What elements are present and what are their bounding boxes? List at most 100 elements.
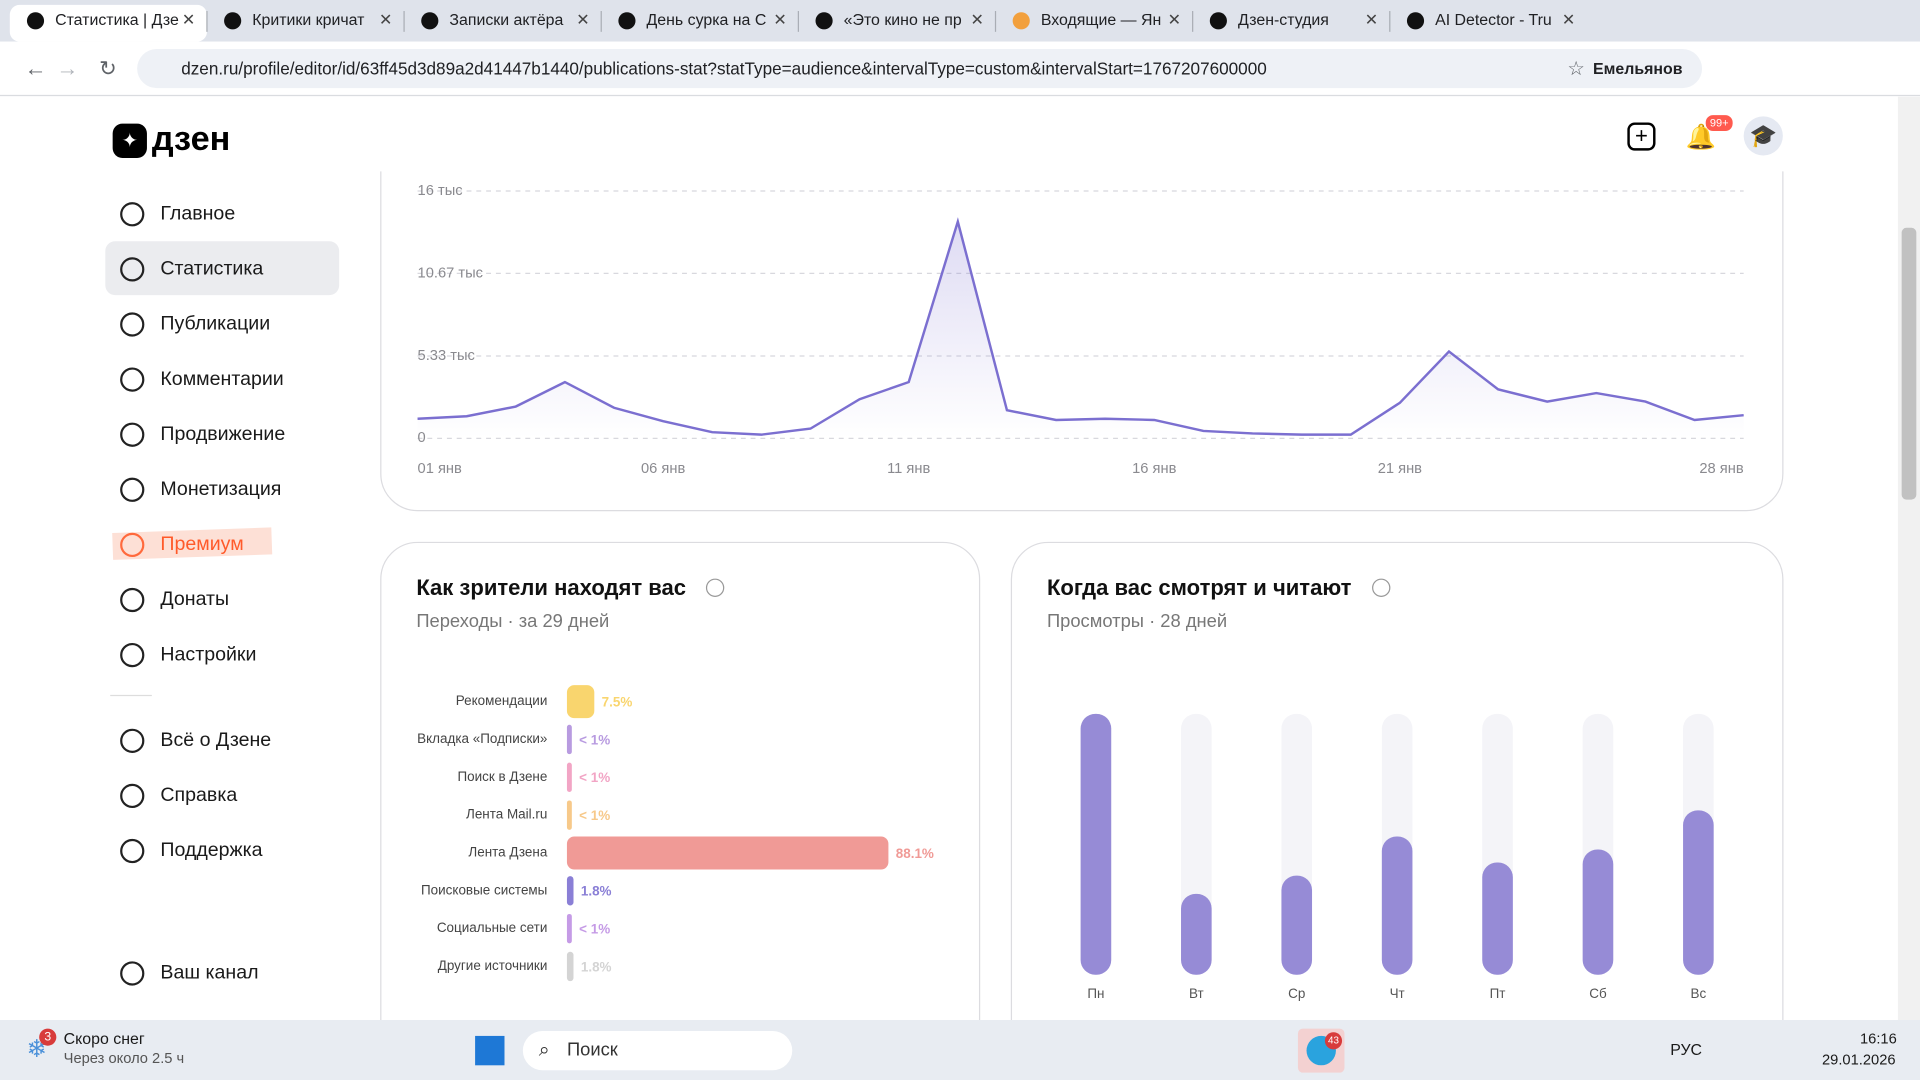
tab-icon [224,12,242,30]
tab-icon [1012,12,1030,30]
bar [1080,713,1112,975]
bar [566,724,572,755]
x-tick-label: 06 янв [641,461,685,477]
tab-title[interactable]: Записки актёра [449,12,563,29]
logo-star: ✦ [122,130,138,152]
tab-title[interactable]: AI Detector - Tru [1435,12,1552,29]
address-bar[interactable] [137,48,1703,89]
nav-icon [120,642,145,668]
x-tick-label: Пн [1087,986,1104,1001]
bookmark[interactable]: ☆ [1567,58,1585,80]
weather-sub: Через около 2.5 ч [64,1051,185,1067]
tab-close: ✕ [182,12,195,29]
tab-close: ✕ [773,12,786,29]
nav-icon [120,202,145,227]
bar [566,876,574,906]
nav-item[interactable]: Продвижение [160,423,285,445]
tab-title[interactable]: Критики кричат [252,12,365,29]
nav-item[interactable]: Настройки [160,643,256,665]
tab-title[interactable]: Входящие — Ян [1041,12,1161,29]
nav-item[interactable]: Главное [160,202,235,224]
nav-icon [120,587,145,613]
line [417,217,1744,436]
logo[interactable]: дзен [152,120,231,158]
nav-active [105,241,340,296]
lang[interactable]: РУС [1670,1042,1702,1059]
tab-icon [1406,12,1425,30]
tab-title[interactable]: «Это кино не пр [844,12,962,29]
tab-close: ✕ [970,12,983,29]
nav-item[interactable]: Всё о Дзене [160,729,271,751]
nav-item[interactable]: Справка [160,784,237,806]
nav-channel[interactable]: Ваш канал [160,962,258,984]
back[interactable]: ← [24,56,46,81]
nav-icon [120,728,145,753]
reload[interactable]: ↻ [99,57,116,80]
value-label: < 1% [579,770,610,785]
card [380,541,981,1020]
nav-icon [120,783,145,809]
nav-highlight [112,527,273,560]
search-icon: ⌕ [539,1039,550,1061]
bar [566,836,889,870]
time[interactable]: 16:16 [1860,1031,1897,1047]
source-label: Лента Mail.ru [466,807,547,822]
weather[interactable]: Скоро снег [64,1031,145,1048]
value-label: < 1% [579,732,610,747]
tab-close: ✕ [1562,12,1575,29]
source-label: Рекомендации [456,693,548,708]
add-button[interactable] [1627,122,1656,151]
nav-icon [120,477,145,502]
forward[interactable]: → [56,56,78,81]
tab-icon [421,12,439,30]
tab-title[interactable]: День сурка на С [647,12,767,29]
nav-item[interactable]: Поддержка [160,839,262,861]
help-icon[interactable] [1372,578,1391,597]
scroll-thumb[interactable] [1901,227,1917,500]
nav-icon [120,532,145,558]
help-icon[interactable] [705,578,725,597]
source-label: Поиск в Дзене [457,769,547,784]
tg-badge: 43 [1328,1035,1339,1046]
y-tick-label: 10.67 тыс [418,265,483,281]
tab-active[interactable] [9,4,207,42]
source-label: Вкладка «Подписки» [417,731,547,746]
y-tick-label: 5.33 тыс [418,348,475,364]
nav-item[interactable]: Донаты [160,588,229,610]
x-tick-label: 21 янв [1378,461,1422,477]
bar [1281,875,1313,975]
nav-icon [120,257,145,282]
tab-title[interactable]: Дзен-студия [1238,12,1329,29]
card-title: Когда вас смотрят и читают [1047,575,1352,600]
value-label: < 1% [579,808,610,823]
nav-item[interactable]: Публикации [160,313,270,335]
tab-icon [26,12,45,30]
add-plus: + [1635,123,1648,148]
bar [1381,836,1413,975]
logo-icon[interactable] [112,123,147,158]
value-label: 88.1% [896,846,934,861]
source-label: Поисковые системы [421,882,547,897]
source-label: Лента Дзена [468,845,547,860]
bar [1582,849,1614,975]
nav-item[interactable]: Премиум [160,533,243,555]
card-title: Как зрители находят вас [416,575,686,600]
x-tick-label: Сб [1589,986,1607,1001]
search-box[interactable] [522,1031,793,1071]
avatar[interactable] [1743,116,1783,156]
tab-title[interactable]: Статистика | Дзе [55,12,179,29]
profile[interactable]: Емельянов [1593,61,1683,78]
nav-icon [120,312,145,337]
search: Поиск [567,1038,619,1059]
start[interactable] [475,1035,505,1066]
line-area [417,221,1744,439]
nav-item[interactable]: Статистика [160,258,263,280]
tab-close: ✕ [1365,12,1378,29]
weather-badge-bg [39,1028,57,1046]
bar [566,762,572,792]
card-subtitle: Переходы · за 29 дней [416,610,609,631]
nav-item[interactable]: Монетизация [160,478,281,500]
nav-item[interactable]: Комментарии [160,368,283,390]
bar [566,685,595,719]
